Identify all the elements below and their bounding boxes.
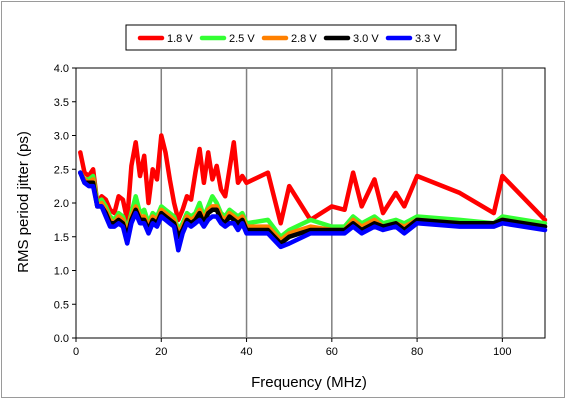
y-tick-label: 3.5: [54, 97, 69, 109]
legend-label: 2.5 V: [229, 33, 255, 45]
y-axis-label: RMS period jitter (ps): [15, 131, 32, 273]
y-tick-label: 1.0: [54, 266, 69, 278]
x-tick-label: 0: [73, 346, 79, 358]
x-tick-label: 40: [240, 346, 252, 358]
y-tick-label: 3.0: [54, 131, 69, 143]
y-tick-label: 0.5: [54, 299, 69, 311]
x-tick-label: 80: [411, 346, 423, 358]
x-axis-label: Frequency (MHz): [251, 374, 367, 391]
x-tick-label: 20: [155, 346, 167, 358]
x-tick-label: 60: [326, 346, 338, 358]
legend-label: 2.8 V: [291, 33, 317, 45]
y-tick-label: 2.0: [54, 198, 69, 210]
legend-label: 3.0 V: [353, 33, 379, 45]
legend-label: 1.8 V: [167, 33, 193, 45]
legend-label: 3.3 V: [415, 33, 441, 45]
x-tick-label: 100: [493, 346, 511, 358]
y-tick-label: 4.0: [54, 63, 69, 75]
y-tick-label: 2.5: [54, 164, 69, 176]
y-tick-label: 0.0: [54, 333, 69, 345]
legend: 1.8 V 2.5 V 2.8 V 3.0 V 3.3 V: [126, 25, 456, 50]
y-tick-labels: 0.0 0.5 1.0 1.5 2.0 2.5 3.0 3.5 4.0: [54, 63, 76, 345]
y-tick-label: 1.5: [54, 232, 69, 244]
x-tick-labels: 0 20 40 60 80 100: [73, 338, 512, 358]
